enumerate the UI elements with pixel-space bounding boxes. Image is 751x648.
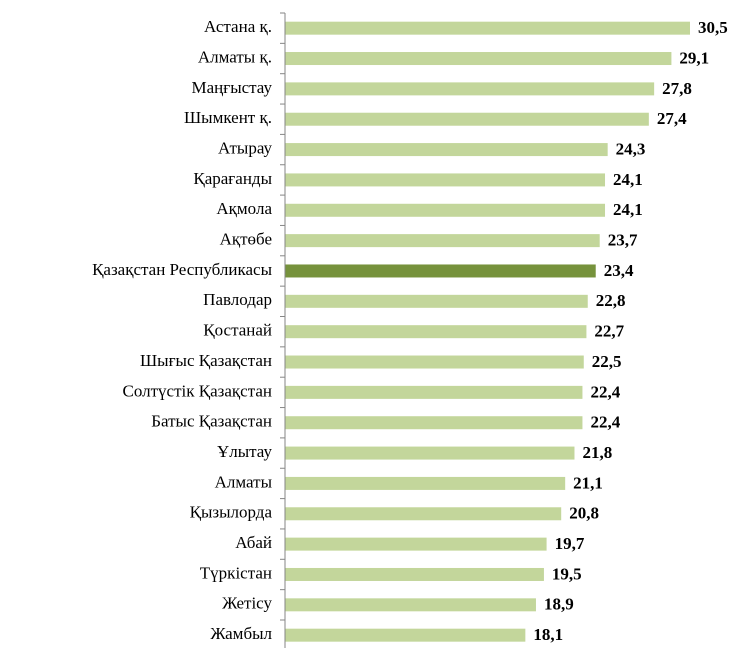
value-label: 27,4	[657, 109, 687, 128]
category-label: Атырау	[218, 138, 272, 157]
category-label: Солтүстік Қазақстан	[123, 381, 272, 400]
bar	[285, 446, 575, 460]
category-label: Алматы	[215, 472, 273, 491]
bar	[285, 143, 608, 157]
category-label: Ақмола	[216, 199, 272, 218]
category-label: Астана қ.	[204, 17, 272, 36]
category-label: Ақтөбе	[220, 230, 272, 249]
bar	[285, 567, 544, 581]
category-label: Абай	[235, 533, 272, 552]
value-label: 22,4	[590, 382, 620, 401]
bar	[285, 264, 596, 278]
value-label: 23,7	[608, 231, 638, 250]
value-label: 18,1	[533, 625, 563, 644]
category-label: Қызылорда	[190, 503, 273, 522]
value-label: 30,5	[698, 18, 728, 37]
value-label: 21,8	[582, 443, 612, 462]
category-label: Қазақстан Республикасы	[92, 260, 272, 279]
bar	[285, 598, 536, 612]
category-label: Шығыс Қазақстан	[140, 351, 272, 370]
value-label: 19,7	[555, 534, 585, 553]
value-label: 22,8	[596, 291, 626, 310]
value-label: 23,4	[604, 261, 634, 280]
value-label: 22,4	[590, 413, 620, 432]
bar	[285, 385, 583, 399]
bar	[285, 416, 583, 430]
category-label: Жамбыл	[210, 624, 272, 643]
category-label: Қостанай	[203, 321, 272, 340]
bar	[285, 628, 526, 642]
category-label: Ұлытау	[217, 442, 273, 461]
bar	[285, 537, 547, 551]
category-label: Жетісу	[222, 594, 272, 613]
bar	[285, 82, 655, 96]
bar	[285, 294, 588, 308]
value-label: 24,3	[616, 139, 646, 158]
bar	[285, 234, 600, 248]
value-label: 24,1	[613, 200, 643, 219]
bar	[285, 325, 587, 339]
value-label: 27,8	[662, 79, 692, 98]
value-label: 18,9	[544, 595, 574, 614]
category-label: Маңғыстау	[191, 78, 272, 97]
value-label: 19,5	[552, 564, 582, 583]
value-label: 29,1	[679, 48, 709, 67]
category-label: Түркістан	[200, 563, 272, 582]
value-label: 20,8	[569, 504, 599, 523]
value-label: 24,1	[613, 170, 643, 189]
category-label: Алматы қ.	[198, 47, 272, 66]
category-label: Қарағанды	[193, 169, 272, 188]
bar	[285, 173, 606, 187]
bar	[285, 355, 584, 369]
bar	[285, 476, 566, 490]
value-label: 21,1	[573, 473, 603, 492]
category-label: Шымкент қ.	[184, 108, 272, 127]
value-label: 22,7	[594, 322, 624, 341]
bar	[285, 203, 606, 217]
bar	[285, 112, 649, 126]
bar	[285, 52, 672, 66]
value-label: 22,5	[592, 352, 622, 371]
bar	[285, 21, 690, 35]
bar	[285, 507, 562, 521]
category-label: Павлодар	[203, 290, 272, 309]
category-label: Батыс Қазақстан	[151, 412, 272, 431]
